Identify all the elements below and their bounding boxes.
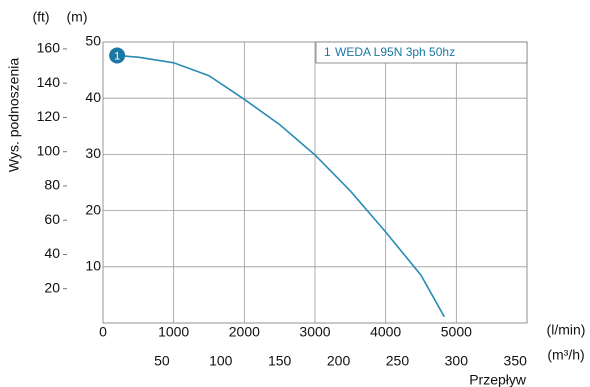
y-unit: (m) — [67, 9, 88, 25]
y2-tick-label: 20 — [44, 279, 60, 295]
x-tick-label: 2000 — [229, 324, 260, 340]
y-tick-label: 10 — [85, 258, 101, 274]
x2-tick-label: 250 — [386, 353, 410, 369]
y2-tick-label: 80 — [44, 177, 60, 193]
x2-unit: (m³/h) — [547, 347, 584, 363]
y-tick-label: 50 — [85, 33, 101, 49]
y-tick-label: 40 — [85, 89, 101, 105]
curve — [117, 54, 446, 318]
y-tick-label: 20 — [85, 201, 101, 217]
x2-tick-label: 50 — [154, 353, 170, 369]
legend-box — [315, 41, 528, 64]
y2-tick-label: 100 — [37, 142, 61, 158]
x2-tick-label: 100 — [209, 353, 233, 369]
y-axis-label: Wys. podnoszenia — [6, 58, 22, 172]
legend-number: 1 — [324, 45, 331, 59]
x-unit: (l/min) — [547, 322, 586, 338]
x-tick-label: 1000 — [158, 324, 189, 340]
y2-tick-label: 60 — [44, 211, 60, 227]
x-axis-label: Przepływ — [469, 372, 527, 387]
curve-badge-label: 1 — [114, 50, 120, 62]
x-tick-label: 4000 — [370, 324, 401, 340]
y2-unit: (ft) — [32, 9, 49, 25]
x2-tick-label: 200 — [327, 353, 351, 369]
legend-label: WEDA L95N 3ph 50hz — [335, 45, 455, 59]
y-tick-label: 30 — [85, 145, 101, 161]
y2-tick-label: 120 — [37, 108, 61, 124]
y2-tick-label: 160 — [37, 40, 61, 56]
curve-badge — [109, 47, 126, 64]
x-tick-label: 0 — [99, 324, 107, 340]
x-tick-label: 5000 — [441, 324, 472, 340]
y2-tick-label: 140 — [37, 74, 61, 90]
x2-tick-label: 150 — [268, 353, 292, 369]
x2-tick-label: 350 — [504, 353, 528, 369]
x-tick-label: 3000 — [299, 324, 330, 340]
y2-tick-label: 40 — [44, 245, 60, 261]
x2-tick-label: 300 — [445, 353, 469, 369]
